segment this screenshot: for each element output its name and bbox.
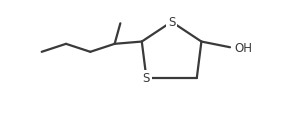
Text: S: S <box>168 16 175 29</box>
Text: OH: OH <box>234 41 252 54</box>
Text: S: S <box>143 72 150 85</box>
